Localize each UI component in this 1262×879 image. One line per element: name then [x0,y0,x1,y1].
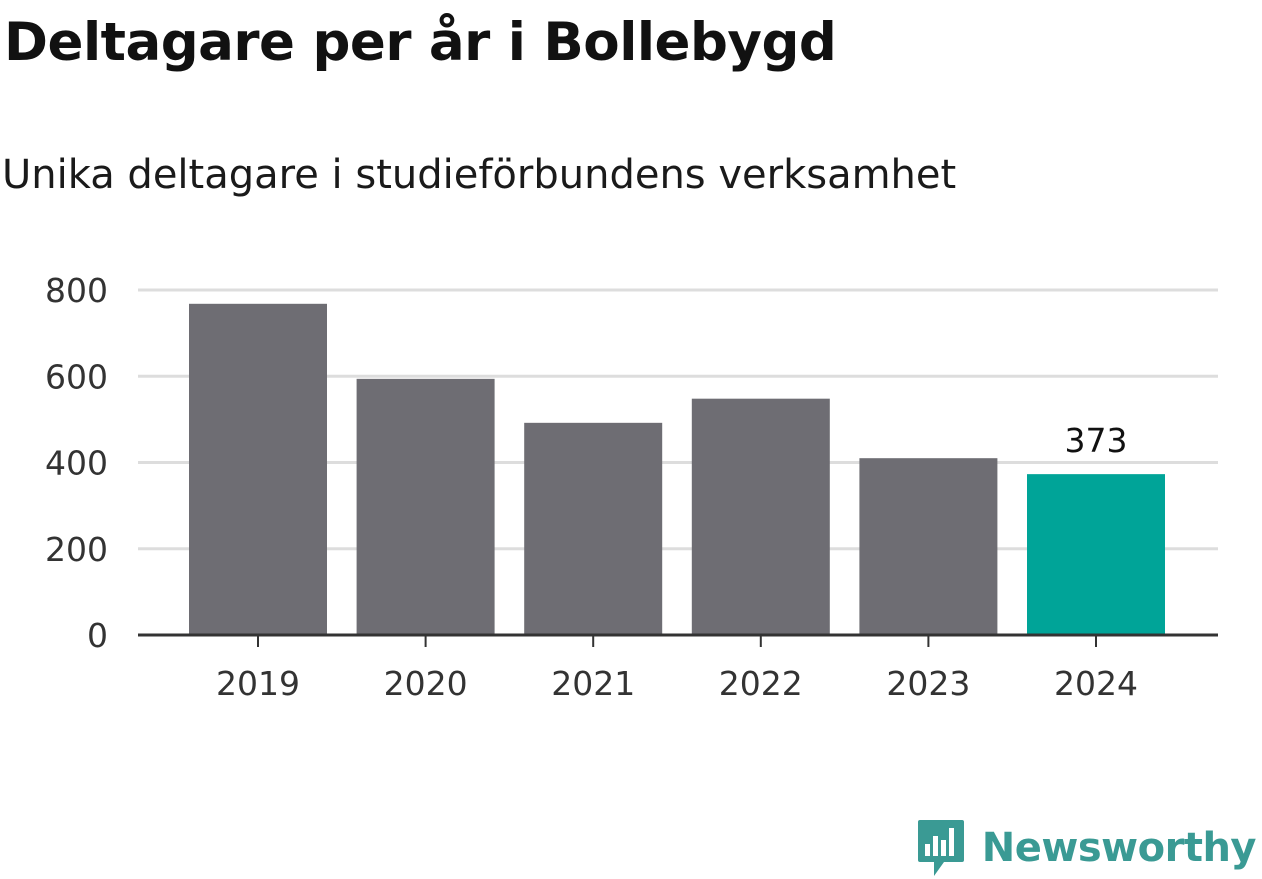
newsworthy-logo-icon [917,820,964,876]
bar-2024 [1027,474,1165,635]
bar-2019 [189,303,327,635]
bar-2020 [356,378,495,635]
bar-2022 [691,398,830,635]
y-tick-label-200: 200 [45,530,108,569]
bar-2021 [524,422,663,635]
y-tick-label-0: 0 [87,616,108,655]
x-axis [138,633,1218,647]
newsworthy-brand: Newsworthy [916,818,1257,878]
x-tick-label-2019: 2019 [216,664,300,703]
brand-name: Newsworthy [981,825,1257,871]
data-label-2024: 373 [1065,421,1128,460]
labels: 0 200 400 600 800 2019 2020 2021 2022 2023 2024 373 [45,271,1138,703]
x-tick-label-2020: 2020 [384,664,468,703]
bars [189,303,1165,635]
x-tick-label-2024: 2024 [1054,664,1138,703]
bar-2023 [859,458,998,635]
x-tick-label-2021: 2021 [551,664,635,703]
x-tick-label-2022: 2022 [719,664,803,703]
y-tick-label-600: 600 [45,357,108,396]
y-tick-label-800: 800 [45,271,108,310]
x-tick-label-2023: 2023 [886,664,970,703]
chart-title: Deltagare per år i Bollebygd [4,12,837,73]
y-tick-label-400: 400 [45,444,108,483]
chart-subtitle: Unika deltagare i studieförbundens verks… [2,152,957,198]
